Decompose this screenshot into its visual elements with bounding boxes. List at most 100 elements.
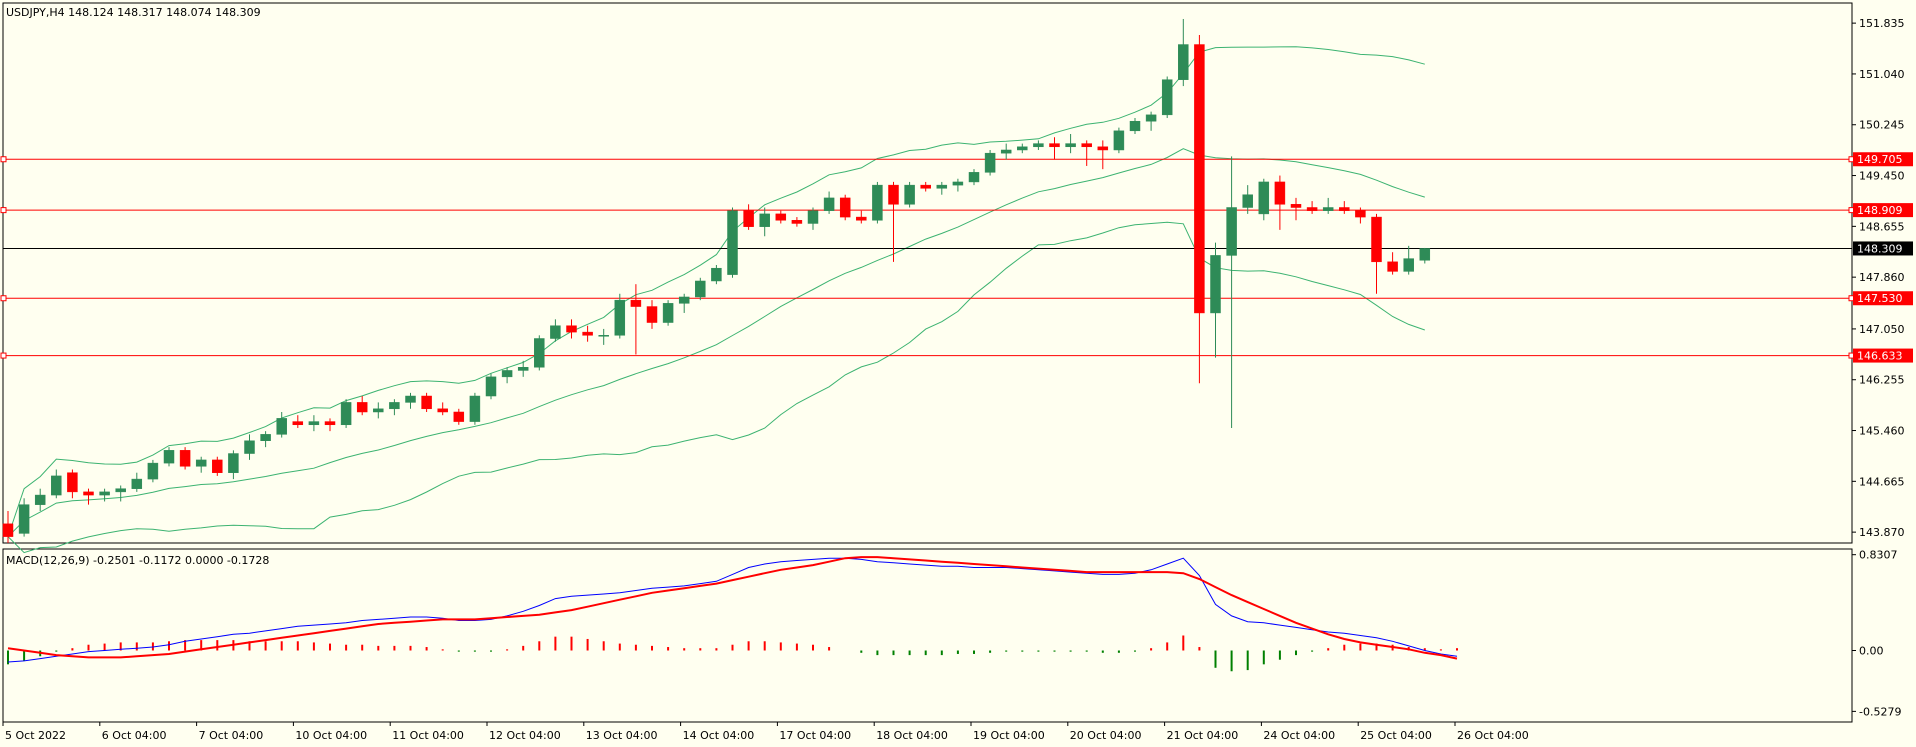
candle-74 [1194,34,1205,384]
candle-34 [550,319,561,342]
level-price-label-1: 148.909 [1857,204,1903,217]
time-tick-label-9: 18 Oct 04:00 [876,729,948,742]
candle-body-10 [163,450,175,464]
candle-body-55 [888,184,899,205]
candle-35 [566,319,577,339]
candle-body-84 [1355,210,1366,218]
candle-body-15 [244,440,255,454]
candle-36 [582,325,593,342]
candle-body-57 [920,184,931,189]
horizontal-levels[interactable]: 149.705 148.909 147.530 146.633 148.309 [0,152,1913,363]
time-tick-label-14: 25 Oct 04:00 [1360,729,1432,742]
price-axis: 151.835 151.040 150.245 149.450 148.655 147.8… [1852,17,1905,718]
candle-14 [228,450,239,480]
candle-body-3 [51,475,62,496]
candle-body-74 [1194,44,1205,314]
price-tick-label-1: 151.040 [1859,68,1905,81]
candle-6 [99,488,110,502]
candle-body-33 [534,338,545,368]
price-tick-label-9: 144.665 [1859,475,1905,488]
time-axis: 5 Oct 2022 6 Oct 04:00 7 Oct 04:00 10 Oct 0… [2,722,1529,742]
candle-54 [872,181,883,224]
candle-body-82 [1322,207,1334,211]
candle-body-61 [984,152,996,173]
candle-7 [115,485,126,502]
candle-body-72 [1161,79,1173,116]
price-tick-label-7: 146.255 [1859,374,1905,387]
candle-61 [984,149,996,176]
time-tick-label-0: 5 Oct 2022 [5,729,66,742]
candle-body-34 [550,325,561,339]
candle-body-88 [1419,248,1431,261]
time-tick-label-15: 26 Oct 04:00 [1457,729,1529,742]
candle-46 [743,204,754,230]
current-price-label: 148.309 [1857,242,1903,255]
candle-body-48 [775,213,787,221]
candle-45 [727,207,738,278]
candle-47 [759,207,770,237]
candle-31 [501,367,513,384]
time-tick-label-8: 17 Oct 04:00 [779,729,851,742]
candle-70 [1129,118,1141,135]
candle-51 [823,191,835,214]
candle-body-35 [566,325,577,333]
candle-body-25 [405,395,416,403]
candle-body-21 [340,402,352,426]
candle-73 [1178,18,1189,87]
candle-29 [469,392,481,425]
candle-body-66 [1065,143,1076,148]
level-handle-left-3[interactable] [0,352,7,359]
level-price-tag-0 [1853,152,1913,167]
macd-line [7,557,1458,663]
candle-62 [1000,143,1012,160]
candle-body-51 [823,197,835,211]
candle-17 [276,411,287,438]
candle-33 [534,335,545,371]
candle-68 [1097,140,1109,170]
candle-76 [1226,156,1237,428]
candle-body-45 [727,210,738,275]
macd-title: MACD(12,26,9) -0.2501 -0.1172 0.0000 -0.… [6,554,269,567]
bollinger-middle-line [7,148,1425,537]
candle-44 [711,265,722,285]
price-tick-label-8: 145.460 [1859,425,1905,438]
candle-85 [1371,213,1382,294]
candle-body-13 [212,459,223,473]
candle-body-41 [662,303,674,323]
candle-50 [807,207,819,230]
candle-body-28 [453,411,465,422]
candle-body-63 [1017,146,1028,151]
candle-body-50 [807,210,819,224]
candle-body-43 [695,280,706,298]
time-tick-label-10: 19 Oct 04:00 [973,729,1045,742]
candle-83 [1339,201,1350,214]
candle-87 [1403,245,1414,275]
candle-22 [356,396,368,416]
candle-body-8 [131,478,143,489]
candle-39 [630,284,642,355]
time-tick-label-13: 24 Oct 04:00 [1263,729,1335,742]
level-handle-left-1[interactable] [0,207,7,214]
candle-body-24 [389,402,400,410]
level-price-tag-2 [1853,291,1913,306]
candle-81 [1306,201,1318,214]
candle-body-79 [1274,181,1286,205]
candle-body-22 [356,402,368,413]
candle-60 [968,169,980,186]
candle-body-60 [968,172,980,183]
candle-15 [244,434,255,460]
price-tick-label-6: 147.050 [1859,323,1905,336]
candle-body-20 [324,421,336,426]
candle-38 [614,293,626,339]
candle-8 [131,472,143,492]
current-price-tag [1853,241,1913,256]
candle-0 [2,511,14,543]
candle-63 [1017,143,1028,154]
level-handle-left-0[interactable] [0,156,7,163]
candle-body-73 [1178,44,1189,80]
level-handle-left-2[interactable] [0,295,7,302]
level-price-label-2: 147.530 [1857,292,1903,305]
candle-body-62 [1000,149,1012,154]
candle-body-17 [276,418,287,435]
